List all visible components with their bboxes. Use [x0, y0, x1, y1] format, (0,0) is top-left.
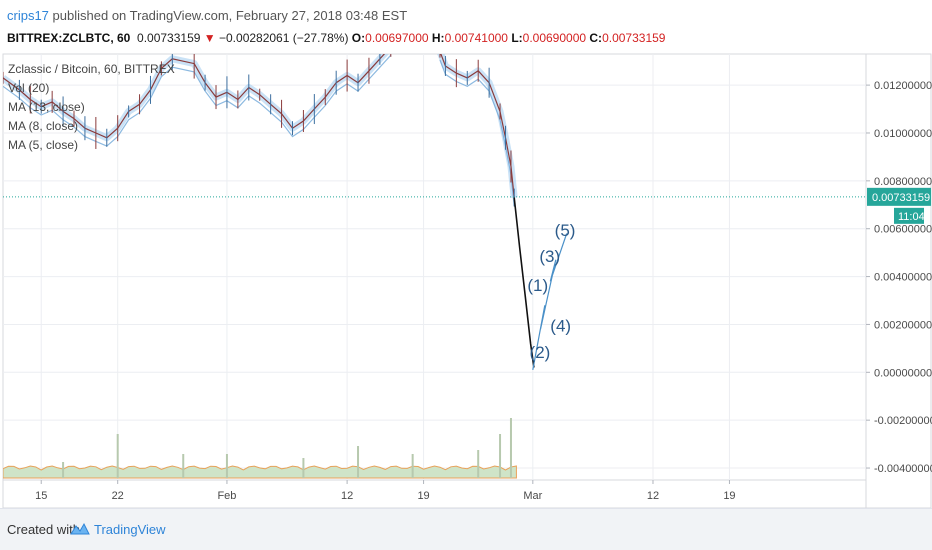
ohlc-bar: BITTREX:ZCLBTC, 60 0.00733159 ▼ −0.00282… [7, 31, 665, 45]
price-chart[interactable]: 0.01200000 0.01000000 0.00800000 0.00600000… [0, 52, 932, 508]
symbol-label: BITTREX:ZCLBTC, 60 [7, 31, 131, 45]
legend-item: MA (8, close) [8, 119, 78, 133]
tradingview-logo-icon[interactable] [70, 521, 90, 537]
x-tick-label: Feb [217, 490, 236, 502]
ma-line [3, 54, 392, 147]
price-tag-value: 0.00733159 [872, 192, 930, 204]
y-tick-label: -0.00200000 [874, 415, 932, 427]
projection-line [513, 197, 535, 368]
y-tick-label: -0.00400000 [874, 463, 932, 475]
x-tick-label: 19 [417, 490, 429, 502]
open-key: O: [351, 31, 366, 45]
change-value: −0.00282061 (−27.78%) [219, 31, 349, 45]
y-tick-label: 0.01200000 [874, 80, 932, 92]
y-tick-label: 0.00200000 [874, 319, 932, 331]
publish-info: crips17 published on TradingView.com, Fe… [7, 8, 407, 23]
legend-item: Vol (20) [8, 81, 49, 95]
high-key: H: [431, 31, 445, 45]
x-tick-label: Mar [523, 490, 542, 502]
x-tick-label: 22 [112, 490, 124, 502]
x-tick-label: 12 [341, 490, 353, 502]
close-value: 0.00733159 [602, 31, 666, 45]
price-line [440, 54, 515, 198]
footer-bar: Created with TradingView [0, 508, 932, 550]
open-value: 0.00697000 [365, 31, 429, 45]
close-key: C: [589, 31, 603, 45]
down-arrow-icon: ▼ [203, 31, 216, 45]
y-tick-label: 0.00800000 [874, 176, 932, 188]
y-tick-label: 0.00400000 [874, 272, 932, 284]
created-with-text: Created with [7, 522, 80, 537]
y-tick-label: 0.01000000 [874, 128, 932, 140]
wave-label: (3) [539, 247, 560, 266]
low-value: 0.00690000 [522, 31, 587, 45]
series-group [3, 54, 568, 479]
volume-area [3, 465, 517, 479]
price-axis [865, 53, 932, 508]
x-tick-label: 12 [647, 490, 659, 502]
wave-label: (4) [550, 317, 571, 336]
legend-item: MA (5, close) [8, 138, 78, 152]
elliott-wave-line [532, 233, 568, 371]
y-tick-label: 0.00000000 [874, 367, 932, 379]
wave-label: (2) [530, 343, 551, 362]
countdown-tag [894, 207, 924, 224]
author-link[interactable]: crips17 [7, 8, 49, 23]
countdown-value: 11:04 [898, 211, 925, 223]
y-tick-label: 0.00600000 [874, 224, 932, 236]
last-price: 0.00733159 [137, 31, 201, 45]
wave-label: (1) [527, 276, 548, 295]
tradingview-brand[interactable]: TradingView [94, 522, 166, 537]
time-axis [2, 479, 867, 508]
legend-item: MA (13, close) [8, 100, 85, 114]
legend-item: Zclassic / Bitcoin, 60, BITTREX [8, 62, 175, 76]
x-tick-label: 19 [723, 490, 735, 502]
x-tick-label: 15 [35, 490, 47, 502]
price-tag [867, 187, 931, 206]
low-key: L: [511, 31, 523, 45]
published-text: published on TradingView.com, February 2… [52, 8, 408, 23]
plot-area [2, 53, 867, 481]
ma-line [439, 59, 515, 207]
wave-label: (5) [555, 221, 576, 240]
high-value: 0.00741000 [444, 31, 508, 45]
